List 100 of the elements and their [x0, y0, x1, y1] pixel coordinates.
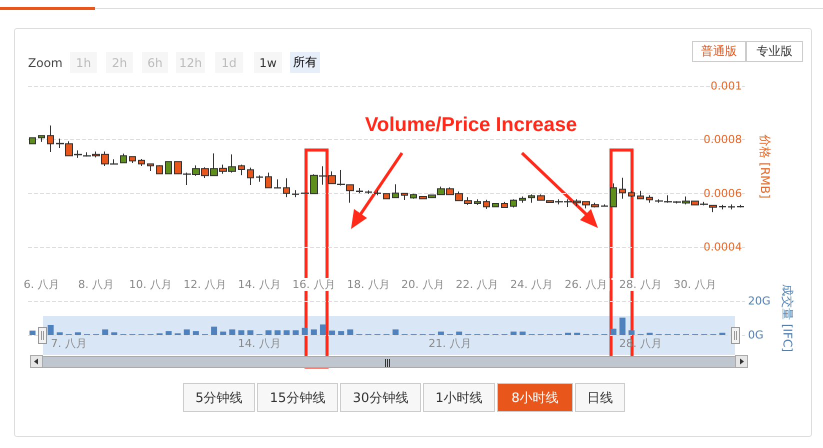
text: 12h [176, 52, 205, 73]
bar [266, 330, 272, 335]
bar [74, 332, 81, 335]
candlestick [383, 193, 390, 200]
text: 1小时线 [423, 383, 495, 412]
bar [610, 328, 616, 335]
candlestick [256, 174, 263, 182]
bar [329, 330, 336, 335]
bar [392, 329, 399, 335]
y-tick-label: 0.001 [710, 80, 742, 92]
candlestick [610, 182, 617, 208]
candlestick [709, 204, 717, 213]
text: 1w [254, 52, 282, 73]
bar [302, 328, 308, 335]
bar [510, 332, 517, 335]
x-tick-label: 21. 八月 [428, 337, 472, 350]
bar [310, 329, 317, 335]
text: 1d [215, 52, 243, 73]
bar [111, 332, 118, 335]
y-tick-label: 0.0006 [704, 186, 742, 200]
candlestick [129, 156, 136, 164]
text: 日线 [575, 383, 625, 412]
bar [338, 331, 344, 335]
candlestick [374, 190, 381, 196]
candlestick [47, 124, 54, 153]
candlestick [410, 193, 417, 200]
bar [229, 329, 236, 335]
candlestick [274, 178, 281, 188]
candlestick [247, 167, 254, 186]
text: 1h [70, 52, 97, 73]
candlestick [147, 163, 154, 172]
x-tick-label: 6. 八月 [24, 278, 60, 291]
text: 6h [142, 52, 168, 73]
x-tick-label: 14. 八月 [238, 337, 281, 350]
candlestick [519, 196, 526, 204]
candlestick [283, 178, 290, 198]
candlestick [646, 194, 653, 204]
bar [184, 329, 190, 335]
candlestick [719, 204, 726, 210]
candlestick [156, 164, 163, 174]
candlestick [38, 135, 45, 142]
candlestick [492, 203, 499, 208]
candlestick [356, 187, 363, 194]
candlestick [392, 184, 399, 198]
candlestick [365, 190, 372, 194]
y-axis-title: 价格 [RMB] [758, 133, 772, 199]
bar [30, 330, 36, 335]
candlestick [401, 192, 408, 201]
text: Zoom [28, 54, 64, 72]
candlestick [120, 153, 127, 164]
candlestick [474, 198, 481, 206]
bar [211, 326, 218, 335]
text: 2h [106, 52, 133, 73]
text: 30分钟线 [340, 383, 421, 412]
text: 所有 [290, 52, 320, 73]
bar [220, 332, 226, 335]
candlestick [637, 190, 644, 200]
candlestick [29, 137, 36, 144]
bar [238, 330, 244, 335]
y-tick-label: 0G [748, 328, 764, 342]
bar [438, 332, 444, 335]
bar [292, 330, 299, 335]
x-tick-label: 7. 八月 [50, 337, 87, 350]
bar [456, 332, 462, 335]
text: 普通版 [692, 41, 746, 62]
candlestick [510, 198, 517, 208]
candlestick [728, 204, 735, 210]
bar [192, 331, 199, 335]
y-tick-label: 0.0004 [704, 240, 742, 254]
candlestick [165, 161, 172, 174]
bar [520, 332, 526, 335]
text: 专业版 [746, 41, 803, 62]
candlestick [265, 172, 272, 188]
annotation: Volume/Price Increase [364, 112, 578, 138]
bar [166, 331, 172, 335]
candlestick [292, 190, 299, 198]
text: 8小时线 [497, 383, 573, 412]
bar [628, 330, 635, 335]
bar [347, 329, 354, 335]
candlestick [528, 194, 535, 204]
candlestick [737, 204, 744, 208]
candlestick [501, 201, 508, 208]
y-axis-title: 成交量 [IFC] [780, 284, 794, 352]
x-tick-label: 8. 八月 [78, 278, 114, 291]
candlestick [628, 190, 635, 198]
bar [56, 332, 63, 335]
bar [320, 324, 326, 335]
candlestick [483, 199, 490, 210]
bar [284, 330, 290, 335]
y-tick-label: 0.0008 [704, 133, 742, 146]
bar [102, 329, 108, 335]
bar [619, 318, 626, 335]
candlestick [138, 158, 145, 166]
bar [247, 330, 254, 335]
candlestick [601, 204, 608, 208]
candlestick [238, 164, 245, 176]
y-tick-label: 20G [748, 294, 771, 308]
bar [274, 330, 281, 335]
text: 5分钟线 [183, 383, 255, 412]
candlestick [619, 177, 626, 200]
